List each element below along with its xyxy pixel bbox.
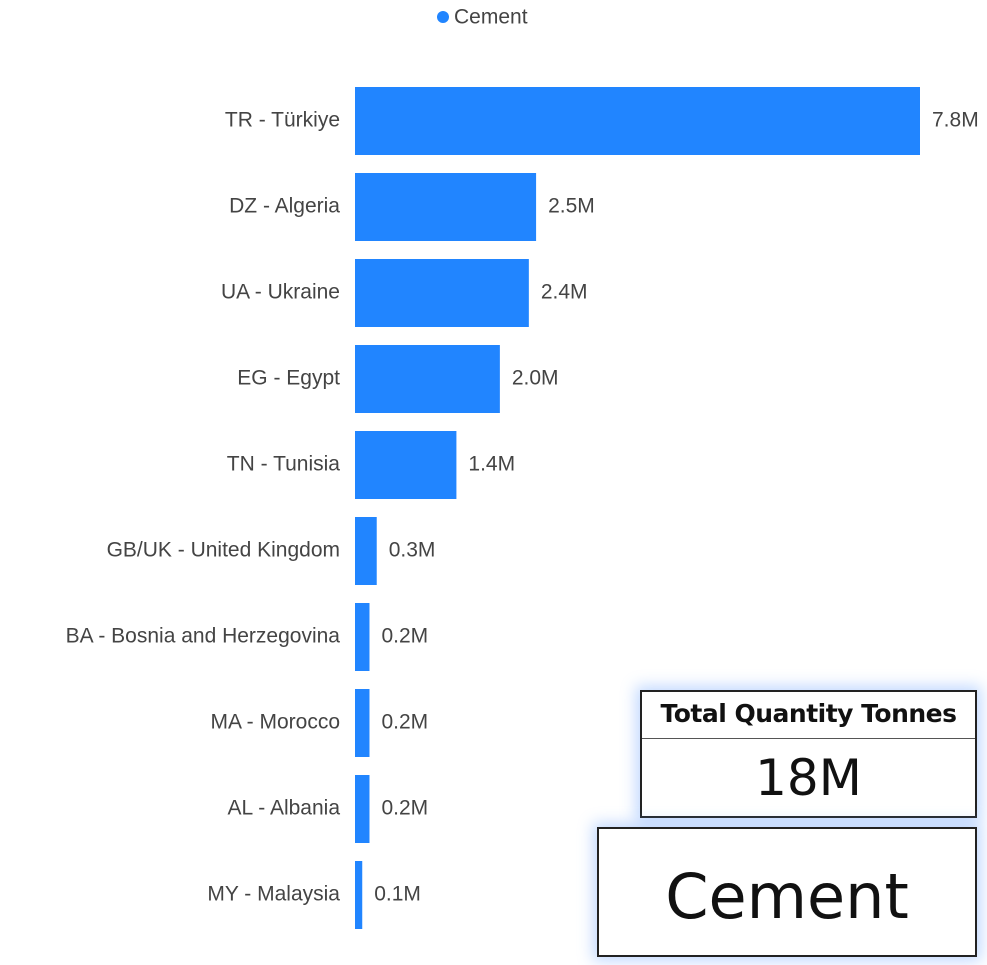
data-label: 0.2M bbox=[381, 797, 428, 820]
legend-swatch bbox=[437, 11, 449, 23]
total-card: Total Quantity Tonnes 18M bbox=[640, 690, 977, 818]
bar bbox=[355, 517, 377, 585]
bar bbox=[355, 775, 370, 843]
y-tick-label: TN - Tunisia bbox=[227, 453, 341, 476]
data-label: 0.2M bbox=[381, 625, 428, 648]
data-label: 2.0M bbox=[512, 367, 559, 390]
y-tick-label: BA - Bosnia and Herzegovina bbox=[66, 625, 341, 648]
data-label: 0.2M bbox=[381, 711, 428, 734]
data-label: 0.3M bbox=[389, 539, 436, 562]
legend-label: Cement bbox=[454, 6, 528, 29]
y-tick-label: TR - Türkiye bbox=[225, 109, 340, 132]
bar bbox=[355, 689, 370, 757]
page: Cement TR - Türkiye 7.8M DZ - Algeria 2.5M UA… bbox=[65, 5, 979, 957]
card-value: 18M bbox=[755, 749, 862, 807]
data-label: 7.8M bbox=[932, 109, 979, 132]
y-tick-label: UA - Ukraine bbox=[221, 281, 340, 304]
data-label: 0.1M bbox=[374, 883, 421, 906]
data-label: 2.5M bbox=[548, 195, 595, 218]
y-tick-label: MA - Morocco bbox=[210, 711, 340, 734]
material-card: Cement bbox=[597, 827, 977, 957]
bar bbox=[355, 173, 537, 241]
chart: Cement TR - Türkiye 7.8M DZ - Algeria 2.5M UA… bbox=[66, 6, 979, 929]
card-title: Total Quantity Tonnes bbox=[642, 692, 975, 739]
data-label: 2.4M bbox=[541, 281, 588, 304]
card-value: Cement bbox=[665, 860, 909, 933]
y-tick-label: AL - Albania bbox=[228, 797, 341, 820]
bar bbox=[355, 345, 500, 413]
y-tick-label: GB/UK - United Kingdom bbox=[107, 539, 340, 562]
data-label: 1.4M bbox=[468, 453, 515, 476]
bar bbox=[355, 87, 920, 155]
y-tick-label: DZ - Algeria bbox=[229, 195, 340, 218]
bar bbox=[355, 259, 529, 327]
bar bbox=[355, 431, 457, 499]
y-tick-label: MY - Malaysia bbox=[207, 883, 340, 906]
bar bbox=[355, 603, 370, 671]
bar bbox=[355, 861, 363, 929]
y-tick-label: EG - Egypt bbox=[237, 367, 340, 390]
